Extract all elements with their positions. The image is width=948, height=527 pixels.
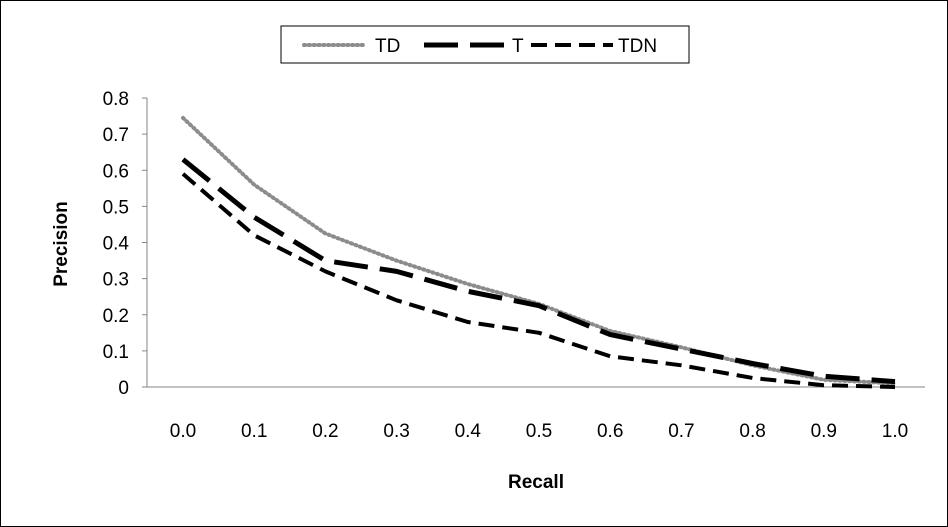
legend: TD T TDN: [280, 25, 690, 64]
y-tick-label: 0.7: [103, 125, 129, 146]
x-axis-title: Recall: [508, 472, 564, 493]
y-tick-label: 0: [118, 378, 129, 399]
y-tick-label: 0.1: [103, 342, 129, 363]
x-tick-label: 0.1: [241, 421, 267, 442]
y-tick-label: 0.8: [103, 89, 129, 110]
x-tick-label: 1.0: [882, 421, 908, 442]
x-tick-label: 0.3: [383, 421, 409, 442]
x-tick-label: 0.4: [455, 421, 482, 442]
x-axis-ticks: 0.0 0.1 0.2 0.3 0.4 0.5 0.6 0.7 0.8 0.9 1.0: [170, 421, 908, 442]
y-tick-label: 0.4: [103, 234, 130, 255]
x-tick-label: 0.6: [597, 421, 623, 442]
y-axis-ticks: 0 0.1 0.2 0.3 0.4 0.5 0.6 0.7 0.8: [103, 89, 147, 399]
y-tick-label: 0.5: [103, 197, 129, 218]
series-line-tdn: [181, 172, 896, 389]
y-tick-label: 0.2: [103, 306, 129, 327]
plot-area: [146, 98, 925, 389]
x-tick-label: 0.9: [811, 421, 837, 442]
legend-label-td: TD: [375, 36, 400, 57]
y-tick-label: 0.6: [103, 161, 129, 182]
legend-label-t: T: [512, 36, 524, 57]
x-tick-label: 0.5: [526, 421, 552, 442]
series-line-t: [181, 157, 896, 385]
x-tick-label: 0.7: [668, 421, 694, 442]
x-tick-label: 0.0: [170, 421, 196, 442]
x-tick-label: 0.2: [312, 421, 338, 442]
x-tick-label: 0.8: [739, 421, 765, 442]
y-axis-title: Precision: [51, 201, 72, 287]
y-tick-label: 0.3: [103, 270, 129, 291]
legend-label-tdn: TDN: [618, 36, 657, 57]
